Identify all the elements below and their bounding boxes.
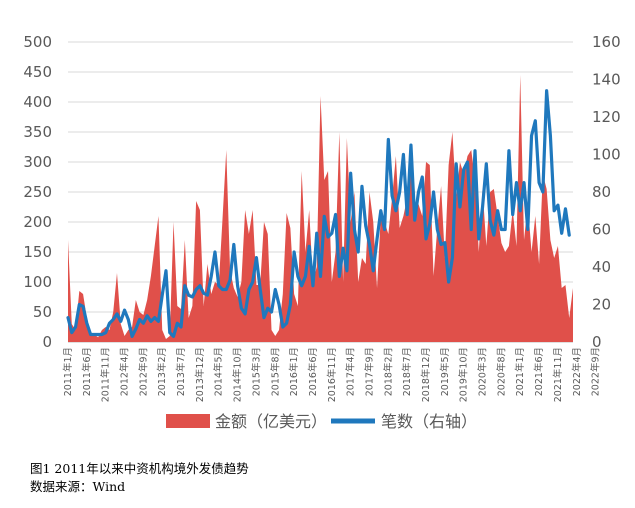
legend-amount-label: 金额（亿美元） bbox=[215, 412, 327, 431]
x-tick-label: 2022年9月 bbox=[590, 347, 602, 396]
x-tick-label: 2018年2月 bbox=[382, 347, 394, 396]
x-tick-label: 2019年10月 bbox=[458, 347, 470, 402]
left-axis: 0 50 100 150 200 250 300 350 400 450 500 bbox=[23, 33, 52, 351]
x-tick-label: 2021年6月 bbox=[533, 347, 545, 396]
legend-count-label: 笔数（右轴） bbox=[381, 412, 477, 431]
right-axis: 0 20 40 60 80 100 120 140 160 bbox=[592, 33, 621, 351]
x-tick-label: 2013年7月 bbox=[175, 347, 187, 396]
legend: 金额（亿美元） 笔数（右轴） bbox=[166, 412, 477, 431]
right-tick-label: 80 bbox=[592, 183, 611, 201]
right-tick-label: 20 bbox=[592, 296, 611, 314]
left-tick-label: 350 bbox=[23, 123, 52, 141]
right-tick-label: 140 bbox=[592, 71, 621, 89]
x-tick-label: 2013年12月 bbox=[194, 347, 206, 402]
right-tick-label: 100 bbox=[592, 146, 621, 164]
x-tick-label: 2015年3月 bbox=[250, 347, 262, 396]
x-tick-label: 2012年4月 bbox=[119, 347, 131, 396]
x-tick-label: 2022年4月 bbox=[571, 347, 583, 396]
x-tick-label: 2014年10月 bbox=[232, 347, 244, 402]
x-tick-label: 2013年2月 bbox=[156, 347, 168, 396]
left-tick-label: 500 bbox=[23, 33, 52, 51]
amount-area-series bbox=[68, 75, 573, 342]
x-tick-label: 2011年1月 bbox=[62, 347, 74, 396]
x-tick-label: 2018年7月 bbox=[401, 347, 413, 396]
x-tick-label: 2017年9月 bbox=[364, 347, 376, 396]
left-tick-label: 0 bbox=[42, 333, 52, 351]
right-tick-label: 120 bbox=[592, 108, 621, 126]
x-tick-label: 2015年8月 bbox=[269, 347, 281, 396]
left-tick-label: 300 bbox=[23, 153, 52, 171]
x-tick-label: 2020年8月 bbox=[495, 347, 507, 396]
left-tick-label: 50 bbox=[33, 303, 52, 321]
data-source: 数据来源：Wind bbox=[30, 479, 126, 494]
x-tick-label: 2016年1月 bbox=[288, 347, 300, 396]
x-tick-label: 2021年11月 bbox=[552, 347, 564, 402]
right-tick-label: 160 bbox=[592, 33, 621, 51]
x-tick-label: 2017年4月 bbox=[345, 347, 357, 396]
plot-area bbox=[66, 75, 573, 342]
x-tick-label: 2014年5月 bbox=[213, 347, 225, 396]
x-axis: 2011年1月 2011年6月 2011年11月 2012年4月 2012年9月 2013… bbox=[62, 347, 602, 402]
left-tick-label: 100 bbox=[23, 273, 52, 291]
left-tick-label: 250 bbox=[23, 183, 52, 201]
x-tick-label: 2016年6月 bbox=[307, 347, 319, 396]
right-tick-label: 0 bbox=[592, 333, 602, 351]
bond-issuance-chart: 0 50 100 150 200 250 300 350 400 450 500 0 20 40 60 80… bbox=[23, 33, 621, 431]
left-tick-label: 400 bbox=[23, 93, 52, 111]
x-tick-label: 2016年11月 bbox=[326, 347, 338, 402]
right-tick-label: 60 bbox=[592, 221, 611, 239]
x-tick-label: 2021年1月 bbox=[514, 347, 526, 396]
x-tick-label: 2011年6月 bbox=[81, 347, 93, 396]
left-tick-label: 450 bbox=[23, 63, 52, 81]
x-tick-label: 2012年9月 bbox=[137, 347, 149, 396]
x-tick-label: 2020年3月 bbox=[477, 347, 489, 396]
x-tick-label: 2018年12月 bbox=[420, 347, 432, 402]
right-tick-label: 40 bbox=[592, 258, 611, 276]
x-tick-label: 2019年5月 bbox=[439, 347, 451, 396]
left-tick-label: 150 bbox=[23, 243, 52, 261]
count-line-series bbox=[66, 89, 571, 338]
legend-amount-swatch bbox=[166, 414, 210, 428]
x-tick-label: 2011年11月 bbox=[100, 347, 112, 402]
left-tick-label: 200 bbox=[23, 213, 52, 231]
figure-caption: 图1 2011年以来中资机构境外发债趋势 bbox=[30, 461, 249, 476]
